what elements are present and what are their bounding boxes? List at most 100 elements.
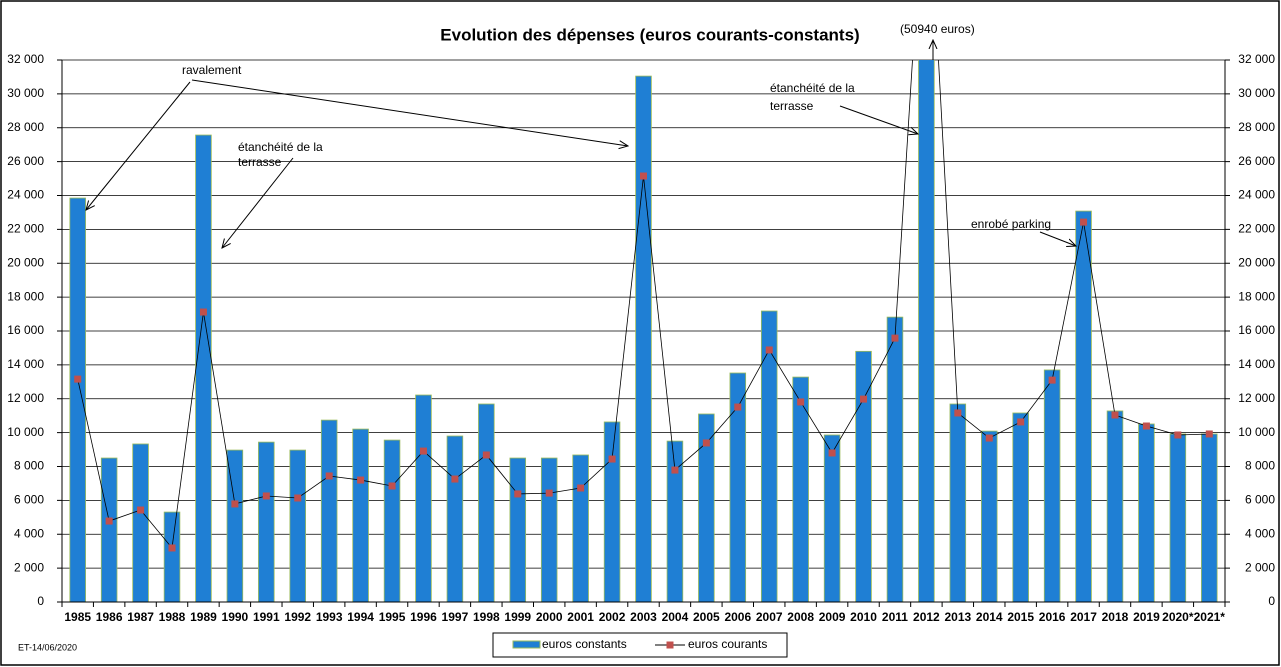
footnote: ET-14/06/2020	[18, 642, 77, 652]
point	[608, 455, 616, 463]
bar	[918, 60, 935, 603]
x-tick-label: 1990	[222, 610, 249, 624]
y2-tick-label: 4 000	[1245, 526, 1275, 540]
bar	[258, 441, 275, 603]
point	[1017, 418, 1025, 426]
bar	[1106, 410, 1124, 603]
legend-label: euros courants	[688, 637, 767, 651]
point	[828, 449, 836, 457]
point	[137, 506, 145, 514]
annotation: étanchéité de la	[770, 81, 855, 95]
bar	[603, 421, 621, 603]
y-tick-label: 14 000	[7, 357, 44, 371]
x-tick-label: 1985	[64, 610, 91, 624]
bar	[478, 403, 495, 603]
y2-tick-label: 18 000	[1238, 289, 1275, 303]
x-tick-label: 2019	[1133, 610, 1160, 624]
point	[671, 466, 679, 474]
y-tick-label: 2 000	[14, 560, 44, 574]
bar	[949, 403, 967, 603]
x-tick-label: 1994	[347, 610, 374, 624]
x-tick-label: 2016	[1039, 610, 1066, 624]
y-tick-label: 20 000	[7, 255, 44, 269]
point	[451, 475, 459, 483]
point	[74, 375, 82, 383]
bar	[1075, 210, 1092, 603]
x-tick-label: 1992	[284, 610, 311, 624]
point	[1048, 376, 1056, 384]
bar	[289, 449, 307, 603]
bar	[132, 443, 149, 603]
y-tick-label: 22 000	[7, 222, 44, 236]
x-tick-label: 2003	[630, 610, 657, 624]
legend-box	[492, 632, 788, 658]
x-tick-label: 2020*	[1162, 610, 1194, 624]
x-tick-label: 2018	[1102, 610, 1129, 624]
x-tick-label: 2004	[662, 610, 689, 624]
x-tick-label: 1997	[442, 610, 469, 624]
y-tick-label: 16 000	[7, 323, 44, 337]
point	[954, 409, 962, 417]
y2-tick-label: 16 000	[1238, 323, 1275, 337]
point	[765, 346, 773, 354]
y2-tick-label: 20 000	[1238, 255, 1275, 269]
y-tick-label: 6 000	[14, 493, 44, 507]
point	[1142, 422, 1150, 430]
y2-tick-label: 12 000	[1238, 391, 1275, 405]
bar	[1138, 423, 1155, 603]
bar	[320, 419, 338, 603]
x-tick-label: 1987	[127, 610, 154, 624]
x-tick-label: 1999	[504, 610, 531, 624]
y-tick-label: 32 000	[7, 52, 44, 66]
bar	[1012, 412, 1029, 603]
bar	[635, 75, 652, 603]
annotation: ravalement	[182, 63, 242, 77]
point	[514, 490, 522, 498]
y2-tick-label: 30 000	[1238, 86, 1275, 100]
point	[1205, 430, 1213, 438]
x-tick-label: 2017	[1070, 610, 1097, 624]
y-tick-label: 4 000	[14, 526, 44, 540]
bar	[886, 316, 904, 603]
y2-tick-label: 2 000	[1245, 560, 1275, 574]
bar	[100, 457, 118, 603]
bar	[509, 457, 527, 603]
y2-tick-label: 26 000	[1238, 154, 1275, 168]
point	[325, 472, 333, 480]
point	[105, 517, 113, 525]
legend-label: euros constants	[542, 637, 627, 651]
point	[545, 489, 553, 497]
y2-tick-label: 24 000	[1238, 188, 1275, 202]
y-tick-label: 12 000	[7, 391, 44, 405]
bar	[540, 457, 558, 603]
bar	[415, 394, 432, 603]
y2-tick-label: 14 000	[1238, 357, 1275, 371]
y2-tick-label: 22 000	[1238, 222, 1275, 236]
point	[294, 494, 302, 502]
x-tick-label: 2013	[944, 610, 971, 624]
point	[419, 447, 427, 455]
x-tick-label: 2005	[693, 610, 720, 624]
y-tick-label: 0	[37, 594, 44, 608]
bar	[163, 511, 181, 603]
x-tick-label: 2012	[913, 610, 940, 624]
bar	[1201, 433, 1218, 603]
point	[640, 172, 647, 180]
legend-swatch	[512, 640, 541, 649]
point	[168, 544, 176, 552]
y-tick-label: 18 000	[7, 289, 44, 303]
chart-title: Evolution des dépenses (euros courants-c…	[440, 25, 859, 44]
bar	[226, 449, 244, 603]
x-tick-label: 1996	[410, 610, 437, 624]
point	[357, 476, 365, 484]
x-tick-label: 2007	[756, 610, 783, 624]
point	[734, 403, 742, 411]
x-tick-label: 2000	[536, 610, 563, 624]
y-tick-label: 28 000	[7, 120, 44, 134]
bar	[980, 430, 998, 603]
annotation: terrasse	[238, 155, 282, 169]
point	[1174, 431, 1182, 439]
y2-tick-label: 28 000	[1238, 120, 1275, 134]
y2-tick-label: 32 000	[1238, 52, 1275, 66]
